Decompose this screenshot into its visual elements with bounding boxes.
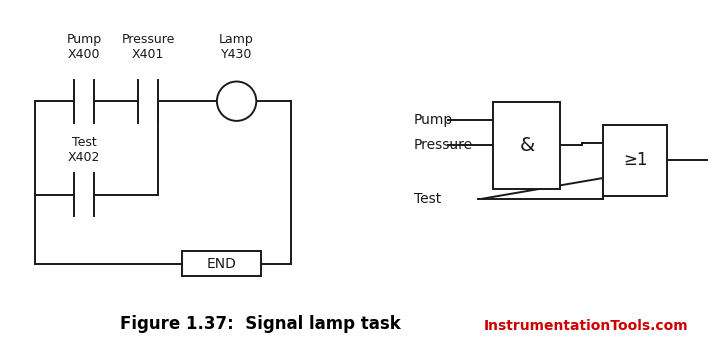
FancyBboxPatch shape	[493, 102, 560, 189]
Text: Test
X402: Test X402	[68, 136, 100, 164]
Text: ≥1: ≥1	[623, 151, 647, 169]
Text: Pressure
X401: Pressure X401	[122, 33, 175, 61]
FancyBboxPatch shape	[603, 125, 667, 196]
Text: Pump
X400: Pump X400	[66, 33, 102, 61]
Text: Test: Test	[414, 192, 441, 206]
Text: &: &	[519, 136, 534, 155]
FancyBboxPatch shape	[182, 251, 261, 276]
Text: Figure 1.37:  Signal lamp task: Figure 1.37: Signal lamp task	[120, 315, 401, 333]
Text: Pump: Pump	[414, 113, 453, 127]
Text: Lamp
Y430: Lamp Y430	[219, 33, 254, 61]
Text: Pressure: Pressure	[414, 138, 473, 152]
Text: END: END	[207, 257, 237, 271]
Text: InstrumentationTools.com: InstrumentationTools.com	[484, 319, 689, 333]
